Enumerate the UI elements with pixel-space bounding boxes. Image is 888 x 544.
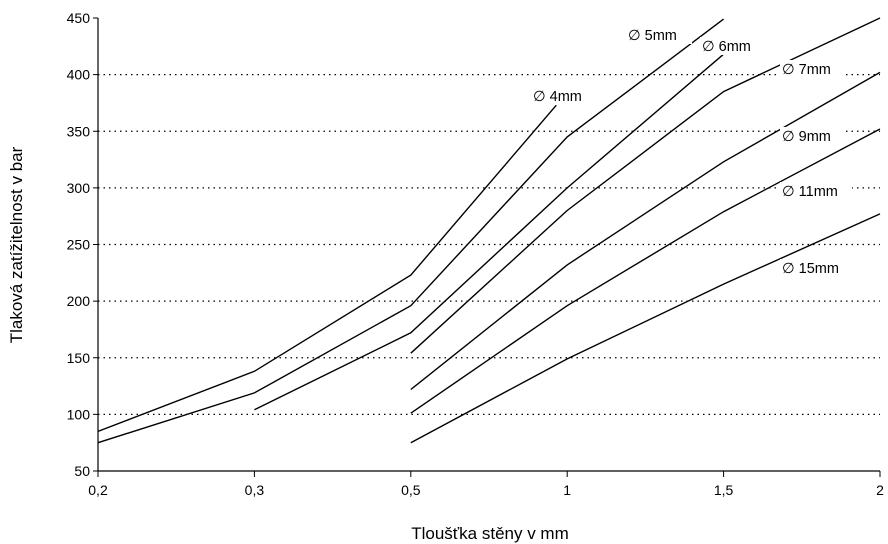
- y-tick-label: 300: [67, 180, 91, 196]
- y-tick-label: 50: [74, 463, 90, 479]
- series-label: ∅ 11mm: [782, 184, 838, 200]
- series-label-bg: [700, 37, 762, 55]
- series-line: [410, 71, 881, 391]
- series-label: ∅ 4mm: [533, 89, 582, 105]
- series-line: [97, 104, 557, 433]
- series-labels: ∅ 4mm ∅ 5mm ∅ 6mm ∅ 7mm ∅ 9mm ∅ 11mm ∅ 15mm: [531, 26, 852, 277]
- y-tick-label: 200: [67, 293, 91, 309]
- gridlines: [98, 74, 880, 415]
- series-line: [410, 213, 881, 444]
- series-label-bg: [780, 259, 852, 277]
- x-axis-title: Tloušťka stěny v mm: [411, 524, 569, 543]
- series-label-bg: [780, 127, 844, 145]
- x-tick-label: 2: [876, 482, 884, 498]
- y-tick-label: 150: [67, 350, 91, 366]
- y-tick-label: 450: [67, 10, 91, 26]
- series-line: [410, 17, 881, 354]
- x-tick-label: 0,5: [401, 482, 421, 498]
- x-tick-label: 1,5: [714, 482, 734, 498]
- y-axis-title: Tlaková zatížitelnost v bar: [7, 146, 26, 343]
- series-label: ∅ 9mm: [782, 129, 831, 145]
- x-tick-label: 1: [563, 482, 571, 498]
- series-lines: [97, 17, 881, 444]
- y-tick-label: 100: [67, 406, 91, 422]
- axes: 50 100 150 200 250 300 350 400 450 0,2 0,3 0,5 1 1,5 2: [67, 10, 884, 498]
- series-label: ∅ 5mm: [628, 28, 677, 44]
- series-label: ∅ 15mm: [782, 261, 839, 277]
- series-label-bg: [780, 60, 844, 78]
- y-tick-label: 250: [67, 237, 91, 253]
- series-line: [254, 53, 725, 411]
- series-label-bg: [531, 87, 603, 105]
- series-label: ∅ 6mm: [702, 39, 751, 55]
- x-tick-label: 0,3: [245, 482, 265, 498]
- series-line: [410, 128, 881, 414]
- y-tick-label: 350: [67, 123, 91, 139]
- series-label: ∅ 7mm: [782, 62, 831, 78]
- x-tick-label: 0,2: [88, 482, 108, 498]
- series-label-bg: [780, 182, 852, 200]
- series-label-bg: [626, 26, 692, 44]
- y-tick-label: 400: [67, 67, 91, 83]
- series-line: [97, 18, 725, 444]
